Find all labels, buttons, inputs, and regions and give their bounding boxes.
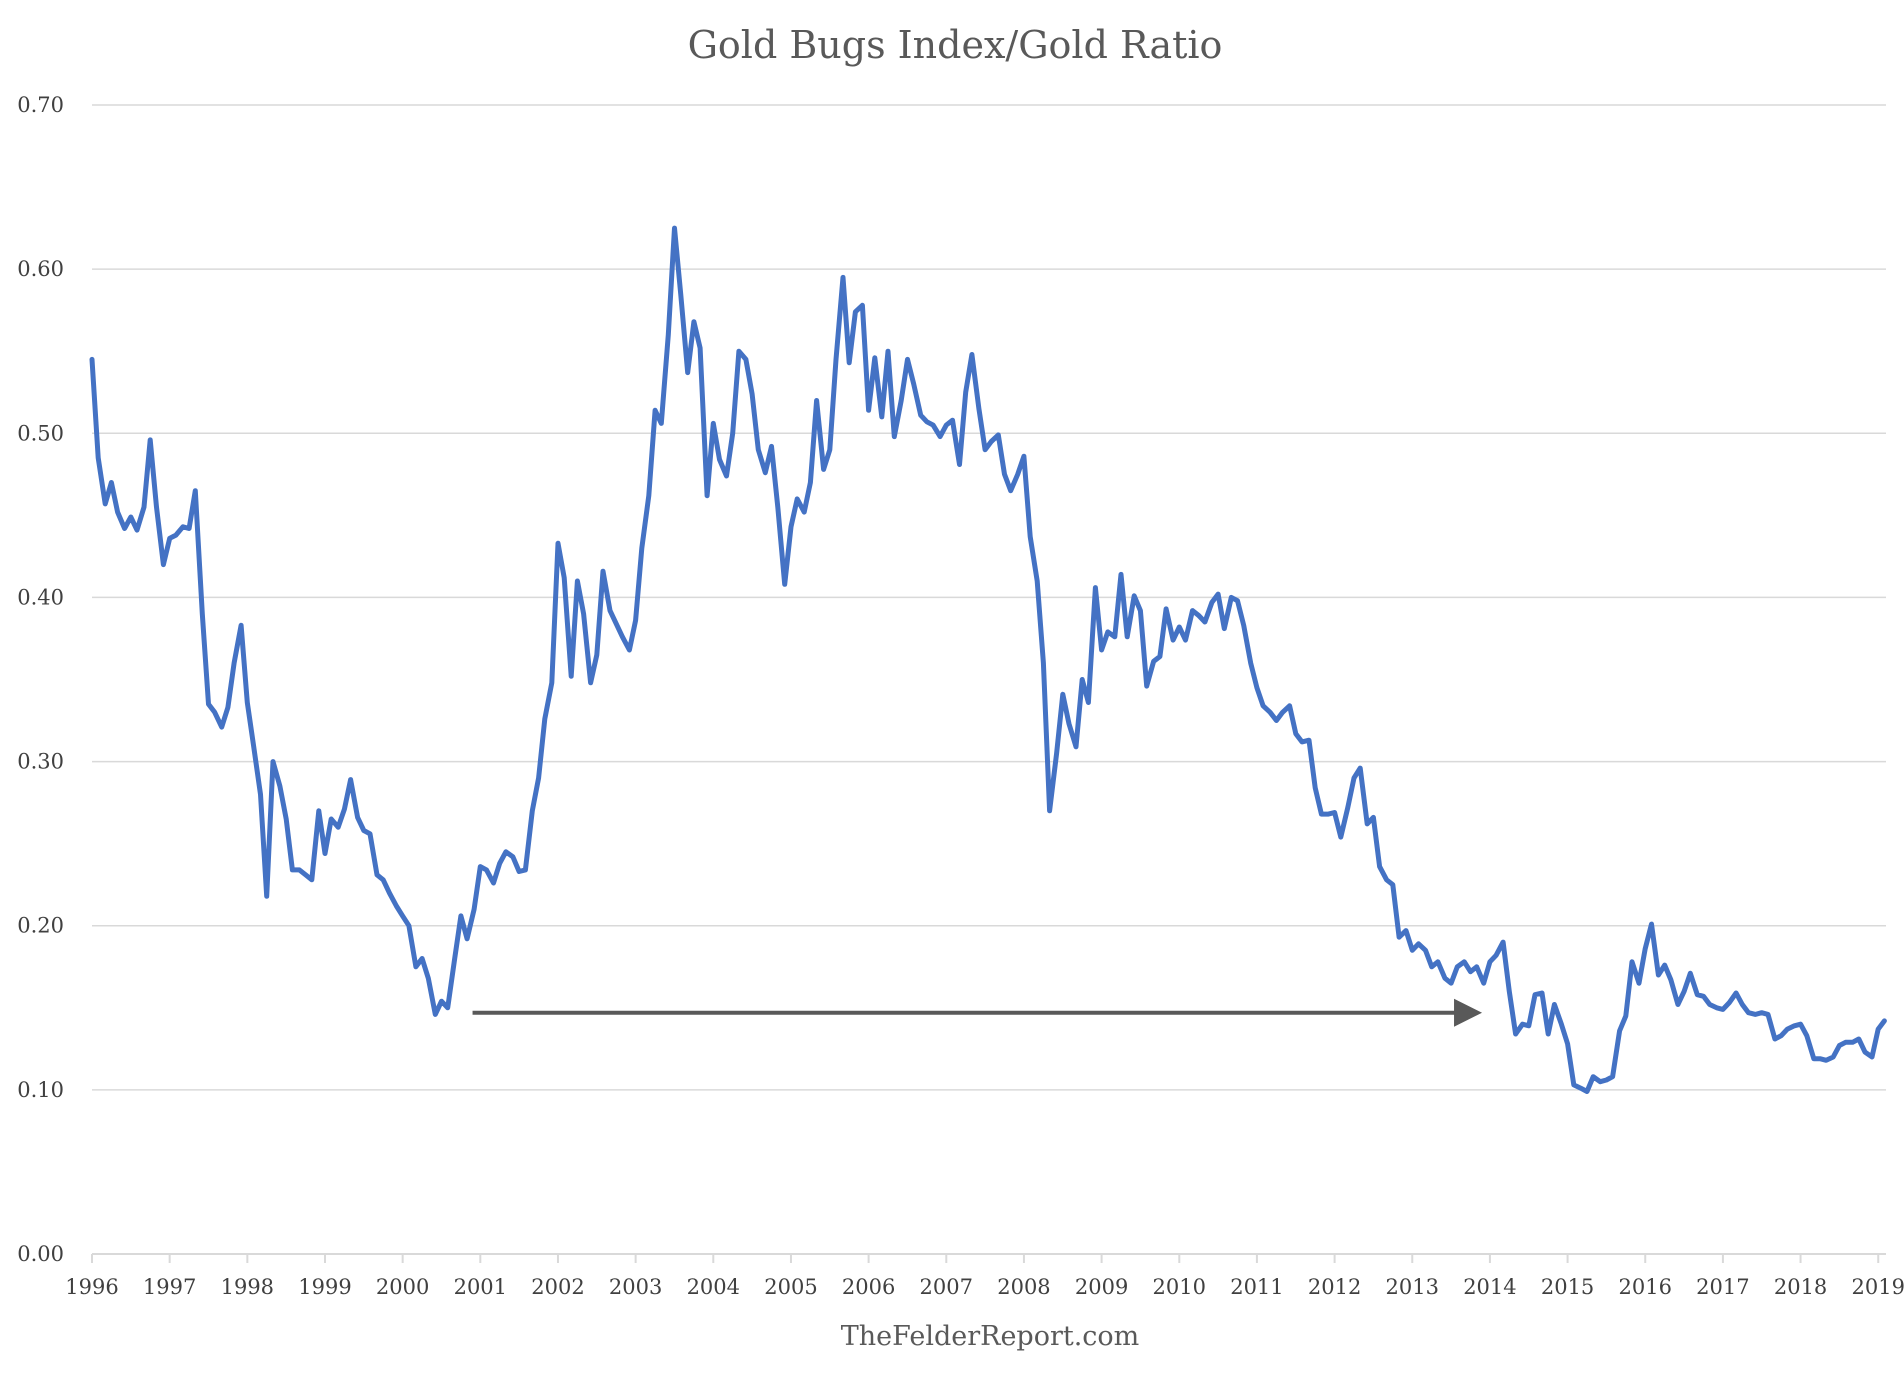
x-tick-label: 2012	[1308, 1275, 1361, 1299]
x-tick-label: 2013	[1386, 1275, 1439, 1299]
series-layer	[89, 225, 1887, 1094]
x-tick-label: 1997	[143, 1275, 196, 1299]
x-tick-label: 2011	[1230, 1275, 1283, 1299]
chart-title: Gold Bugs Index/Gold Ratio	[688, 23, 1223, 67]
x-tick-label: 2017	[1696, 1275, 1749, 1299]
x-tick-label: 2002	[531, 1275, 584, 1299]
x-tick-label: 2009	[1075, 1275, 1128, 1299]
gridlines	[92, 104, 1886, 1091]
x-tick-label: 1999	[298, 1275, 351, 1299]
x-tick-label: 2001	[454, 1275, 507, 1299]
y-tick-label: 0.40	[17, 585, 64, 609]
x-axis: 1996 1997 1998 1999 2000 2001 2002 2003 2004 2005…	[65, 1253, 1904, 1299]
x-tick-label: 1998	[221, 1275, 274, 1299]
x-tick-label: 2015	[1541, 1275, 1594, 1299]
x-tick-label: 2007	[920, 1275, 973, 1299]
y-tick-label: 0.50	[17, 421, 64, 445]
y-tick-label: 0.60	[17, 257, 64, 281]
x-tick-label: 2014	[1463, 1275, 1516, 1299]
y-axis-ticks: 0.00 0.10 0.20 0.30 0.40 0.50 0.60 0.70	[17, 93, 64, 1266]
x-tick-label: 2016	[1619, 1275, 1672, 1299]
x-tick-label: 2006	[842, 1275, 895, 1299]
x-tick-label: 2004	[687, 1275, 740, 1299]
x-tick-label: 2008	[997, 1275, 1050, 1299]
x-tick-label: 2005	[764, 1275, 817, 1299]
y-tick-label: 0.30	[17, 750, 64, 774]
x-tick-label: 2003	[609, 1275, 662, 1299]
y-tick-label: 0.70	[17, 93, 64, 117]
x-tick-label: 2010	[1153, 1275, 1206, 1299]
x-tick-label: 2000	[376, 1275, 429, 1299]
x-tick-label: 1996	[65, 1275, 118, 1299]
y-tick-label: 0.10	[17, 1078, 64, 1102]
x-tick-label: 2019	[1852, 1275, 1904, 1299]
chart-credit: TheFelderReport.com	[841, 1321, 1140, 1352]
y-tick-label: 0.20	[17, 914, 64, 938]
x-tick-label: 2018	[1774, 1275, 1827, 1299]
y-tick-label: 0.00	[17, 1242, 64, 1266]
series-line	[89, 225, 1887, 1094]
